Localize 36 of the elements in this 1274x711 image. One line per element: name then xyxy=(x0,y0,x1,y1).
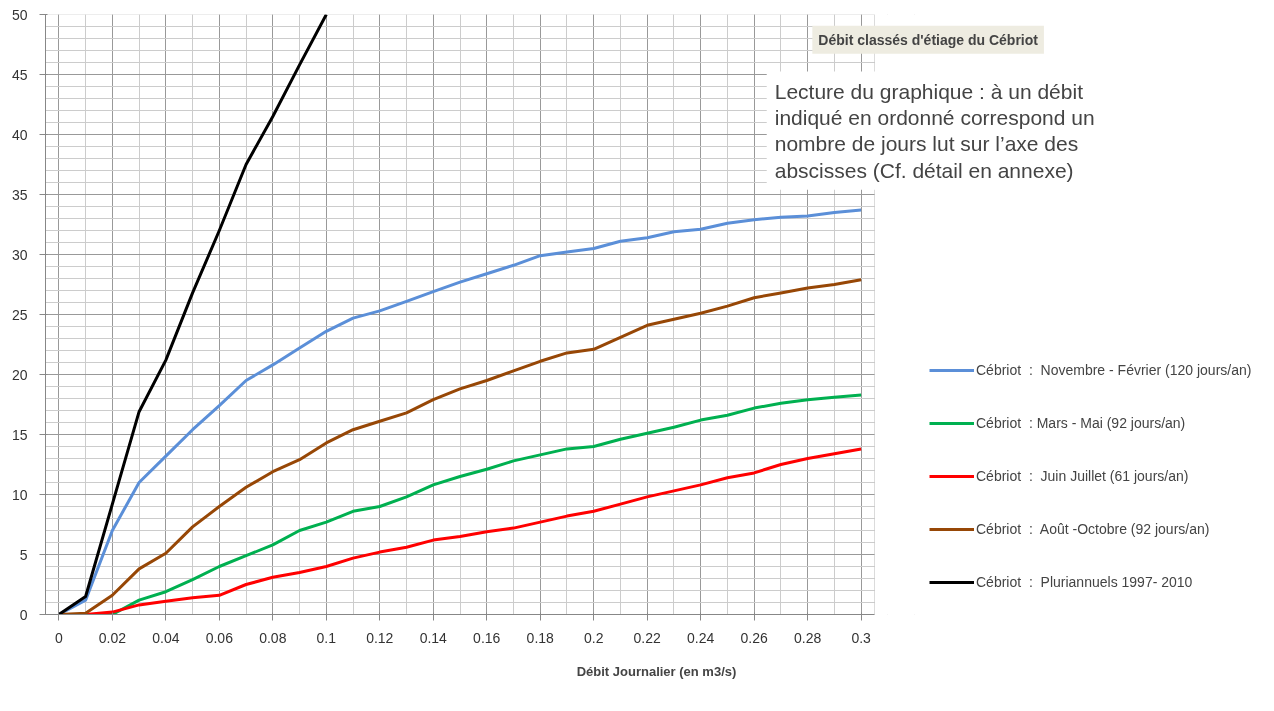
legend-label: Cébriot : Mars - Mai (92 jours/an) xyxy=(976,415,1186,431)
y-tick-label: 15 xyxy=(11,426,28,443)
legend-label: Cébriot : Novembre - Février (120 jours/an) xyxy=(976,362,1252,378)
x-tick-label: 0.22 xyxy=(633,629,662,646)
y-tick-label: 0 xyxy=(19,606,28,623)
y-tick-label: 45 xyxy=(11,66,28,83)
x-tick-label: 0.28 xyxy=(794,629,822,646)
y-tick-label: 50 xyxy=(11,6,28,23)
x-tick-label: 0 xyxy=(54,629,63,646)
x-tick-label: 0.18 xyxy=(526,629,555,646)
legend-label: Cébriot : Juin Juillet (61 jours/an) xyxy=(976,468,1189,484)
y-tick-label: 5 xyxy=(19,546,28,563)
legend-label: Cébriot : Pluriannuels 1997- 2010 xyxy=(976,574,1193,590)
line-series xyxy=(57,14,328,615)
x-tick-label: 0.3 xyxy=(851,629,872,646)
x-tick-label: 0.14 xyxy=(419,629,448,646)
y-tick-label: 10 xyxy=(11,486,28,503)
y-tick-label: 30 xyxy=(11,246,28,263)
x-tick-label: 0.1 xyxy=(316,629,337,646)
x-tick-label: 0.06 xyxy=(205,629,234,646)
x-tick-label: 0.08 xyxy=(259,629,287,646)
y-tick-label: 40 xyxy=(11,126,28,143)
y-tick-label: 35 xyxy=(11,186,28,203)
legend-label: Cébriot : Août -Octobre (92 jours/an) xyxy=(976,521,1210,537)
y-tick-label: 20 xyxy=(11,366,28,383)
x-tick-label: 0.2 xyxy=(583,629,604,646)
annotation: Lecture du graphique : à un débit indiqué en ordonné correspond un nombre de jours lut sur l’axe des abscisses (Cf. détail en annexe) xyxy=(774,79,1095,182)
x-tick-label: 0.24 xyxy=(687,629,715,646)
x-tick-label: 0.16 xyxy=(473,629,501,646)
x-axis-title: Débit Journalier (en m3/s) xyxy=(576,663,737,679)
x-tick-label: 0.12 xyxy=(366,629,394,646)
text: Débit classés d'étiage du Cébriot xyxy=(818,31,1039,48)
x-tick-label: 0.04 xyxy=(152,629,180,646)
y-tick-label: 25 xyxy=(11,306,28,323)
x-tick-label: 0.02 xyxy=(98,629,127,646)
x-tick-label: 0.26 xyxy=(740,629,768,646)
